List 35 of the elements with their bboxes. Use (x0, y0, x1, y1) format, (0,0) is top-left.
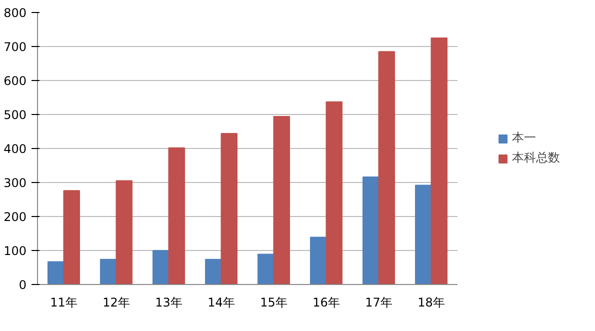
bar (326, 101, 342, 284)
bar (273, 116, 290, 284)
bar (415, 184, 432, 284)
bar (430, 38, 448, 284)
x-tick-label: 11年 (50, 296, 78, 310)
y-tick-label: 700 (4, 40, 26, 54)
bar (168, 147, 185, 284)
x-tick-label: 17年 (365, 296, 392, 310)
y-tick-label: 200 (4, 210, 26, 224)
x-tick-label: 12年 (102, 296, 130, 310)
x-tick-label: 15年 (260, 296, 288, 310)
bar (116, 180, 132, 284)
bar (48, 261, 64, 284)
y-tick-label: 500 (4, 108, 26, 122)
x-tick-label: 13年 (155, 296, 182, 310)
bar (378, 51, 395, 284)
bar (63, 190, 80, 284)
bar (220, 133, 238, 284)
y-tick-label: 0 (18, 278, 27, 292)
legend-label: 本科总数 (512, 150, 560, 166)
bar (152, 250, 170, 284)
x-tick-label: 16年 (312, 296, 340, 310)
legend-label: 本一 (512, 130, 536, 146)
y-tick-label: 400 (4, 142, 26, 156)
y-tick-label: 600 (4, 74, 26, 88)
bar (100, 258, 117, 284)
y-tick-label: 800 (4, 6, 26, 20)
y-tick-label: 300 (4, 176, 26, 190)
y-tick-label: 100 (4, 244, 26, 258)
bar (310, 236, 327, 284)
x-tick-label: 14年 (208, 296, 235, 310)
bar (362, 176, 380, 284)
bar (258, 254, 274, 284)
x-tick-label: 18年 (418, 296, 445, 310)
bar (205, 258, 222, 284)
